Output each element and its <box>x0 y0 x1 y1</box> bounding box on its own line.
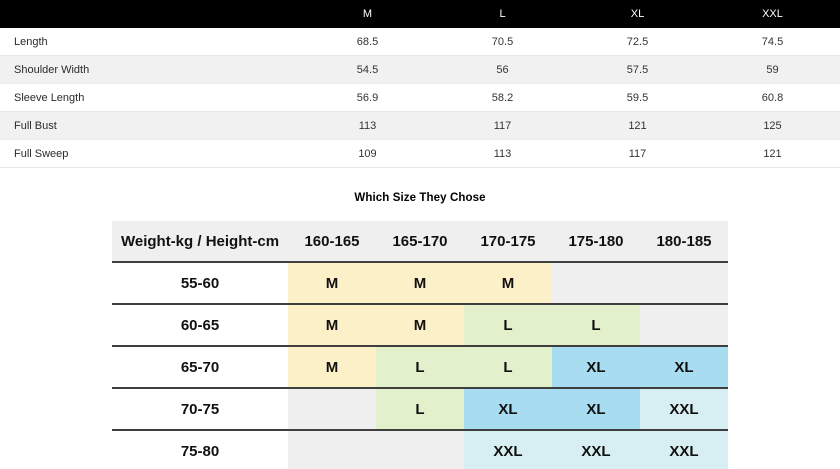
size-cell: XXL <box>552 431 640 469</box>
size-cell <box>640 263 728 303</box>
row-label-full-sweep: Full Sweep <box>14 147 69 160</box>
measurement-value: 113 <box>493 147 512 160</box>
measurement-value: 59.5 <box>626 91 649 104</box>
column-header-xl: XL <box>630 8 645 20</box>
weight-row-header: 75-80 <box>112 431 288 469</box>
size-cell: XXL <box>464 431 552 469</box>
measurement-value: 54.5 <box>356 63 379 76</box>
column-header-m: M <box>362 8 373 20</box>
table-row: Shoulder Width 54.5 56 57.5 59 <box>0 56 840 84</box>
size-cell: XXL <box>640 389 728 429</box>
size-cell: L <box>464 305 552 345</box>
row-label-shoulder-width: Shoulder Width <box>14 63 90 76</box>
matrix-header-row: Weight-kg / Height-cm 160-165 165-170 17… <box>112 221 728 263</box>
size-cell: L <box>376 389 464 429</box>
size-recommendation-matrix: Weight-kg / Height-cm 160-165 165-170 17… <box>112 221 728 469</box>
row-label-length: Length <box>14 35 48 48</box>
row-label-full-bust: Full Bust <box>14 119 57 132</box>
table-row: Length 68.5 70.5 72.5 74.5 <box>0 28 840 56</box>
measurement-value: 56 <box>496 63 509 76</box>
measurement-value: 113 <box>358 119 377 132</box>
size-cell: L <box>464 347 552 387</box>
matrix-row: 60-65 M M L L <box>112 305 728 347</box>
size-cell <box>376 431 464 469</box>
size-cell: M <box>464 263 552 303</box>
size-chart-title: Which Size They Chose <box>354 192 486 204</box>
measurement-value: 70.5 <box>491 35 514 48</box>
size-cell <box>552 263 640 303</box>
measurement-value: 121 <box>628 119 647 132</box>
measurement-value: 57.5 <box>626 63 649 76</box>
size-cell: M <box>288 263 376 303</box>
size-cell <box>640 305 728 345</box>
size-cell: XL <box>552 347 640 387</box>
measurement-value: 60.8 <box>761 91 784 104</box>
height-column-header: 175-180 <box>552 221 640 261</box>
measurement-value: 125 <box>763 119 782 132</box>
size-cell: L <box>552 305 640 345</box>
matrix-corner-label: Weight-kg / Height-cm <box>112 221 288 261</box>
matrix-row: 65-70 M L L XL XL <box>112 347 728 389</box>
weight-row-header: 65-70 <box>112 347 288 387</box>
size-cell: M <box>288 347 376 387</box>
measurement-value: 109 <box>358 147 377 160</box>
weight-row-header: 60-65 <box>112 305 288 345</box>
measurement-value: 72.5 <box>626 35 649 48</box>
measurement-value: 121 <box>763 147 782 160</box>
matrix-row: 75-80 XXL XXL XXL <box>112 431 728 469</box>
measurement-value: 56.9 <box>356 91 379 104</box>
weight-row-header: 70-75 <box>112 389 288 429</box>
table-row: Full Sweep 109 113 117 121 <box>0 140 840 168</box>
size-cell: M <box>288 305 376 345</box>
weight-row-header: 55-60 <box>112 263 288 303</box>
measurement-table-header: M L XL XXL <box>0 0 840 28</box>
matrix-row: 70-75 L XL XL XXL <box>112 389 728 431</box>
size-cell: L <box>376 347 464 387</box>
size-cell: XL <box>464 389 552 429</box>
height-column-header: 170-175 <box>464 221 552 261</box>
column-header-l: L <box>499 8 506 20</box>
height-column-header: 165-170 <box>376 221 464 261</box>
table-row: Sleeve Length 56.9 58.2 59.5 60.8 <box>0 84 840 112</box>
height-column-header: 180-185 <box>640 221 728 261</box>
size-cell: M <box>376 263 464 303</box>
size-cell: XL <box>640 347 728 387</box>
size-cell <box>288 389 376 429</box>
measurement-table: M L XL XXL Length 68.5 70.5 72.5 74.5 Sh… <box>0 0 840 168</box>
size-cell: M <box>376 305 464 345</box>
table-row: Full Bust 113 117 121 125 <box>0 112 840 140</box>
size-cell: XL <box>552 389 640 429</box>
matrix-row: 55-60 M M M <box>112 263 728 305</box>
measurement-value: 117 <box>628 147 647 160</box>
measurement-value: 74.5 <box>761 35 784 48</box>
row-label-sleeve-length: Sleeve Length <box>14 91 85 104</box>
size-cell: XXL <box>640 431 728 469</box>
measurement-value: 58.2 <box>491 91 514 104</box>
measurement-value: 59 <box>766 63 779 76</box>
measurement-value: 68.5 <box>356 35 379 48</box>
height-column-header: 160-165 <box>288 221 376 261</box>
measurement-value: 117 <box>493 119 512 132</box>
column-header-xxl: XXL <box>762 8 783 20</box>
size-cell <box>288 431 376 469</box>
